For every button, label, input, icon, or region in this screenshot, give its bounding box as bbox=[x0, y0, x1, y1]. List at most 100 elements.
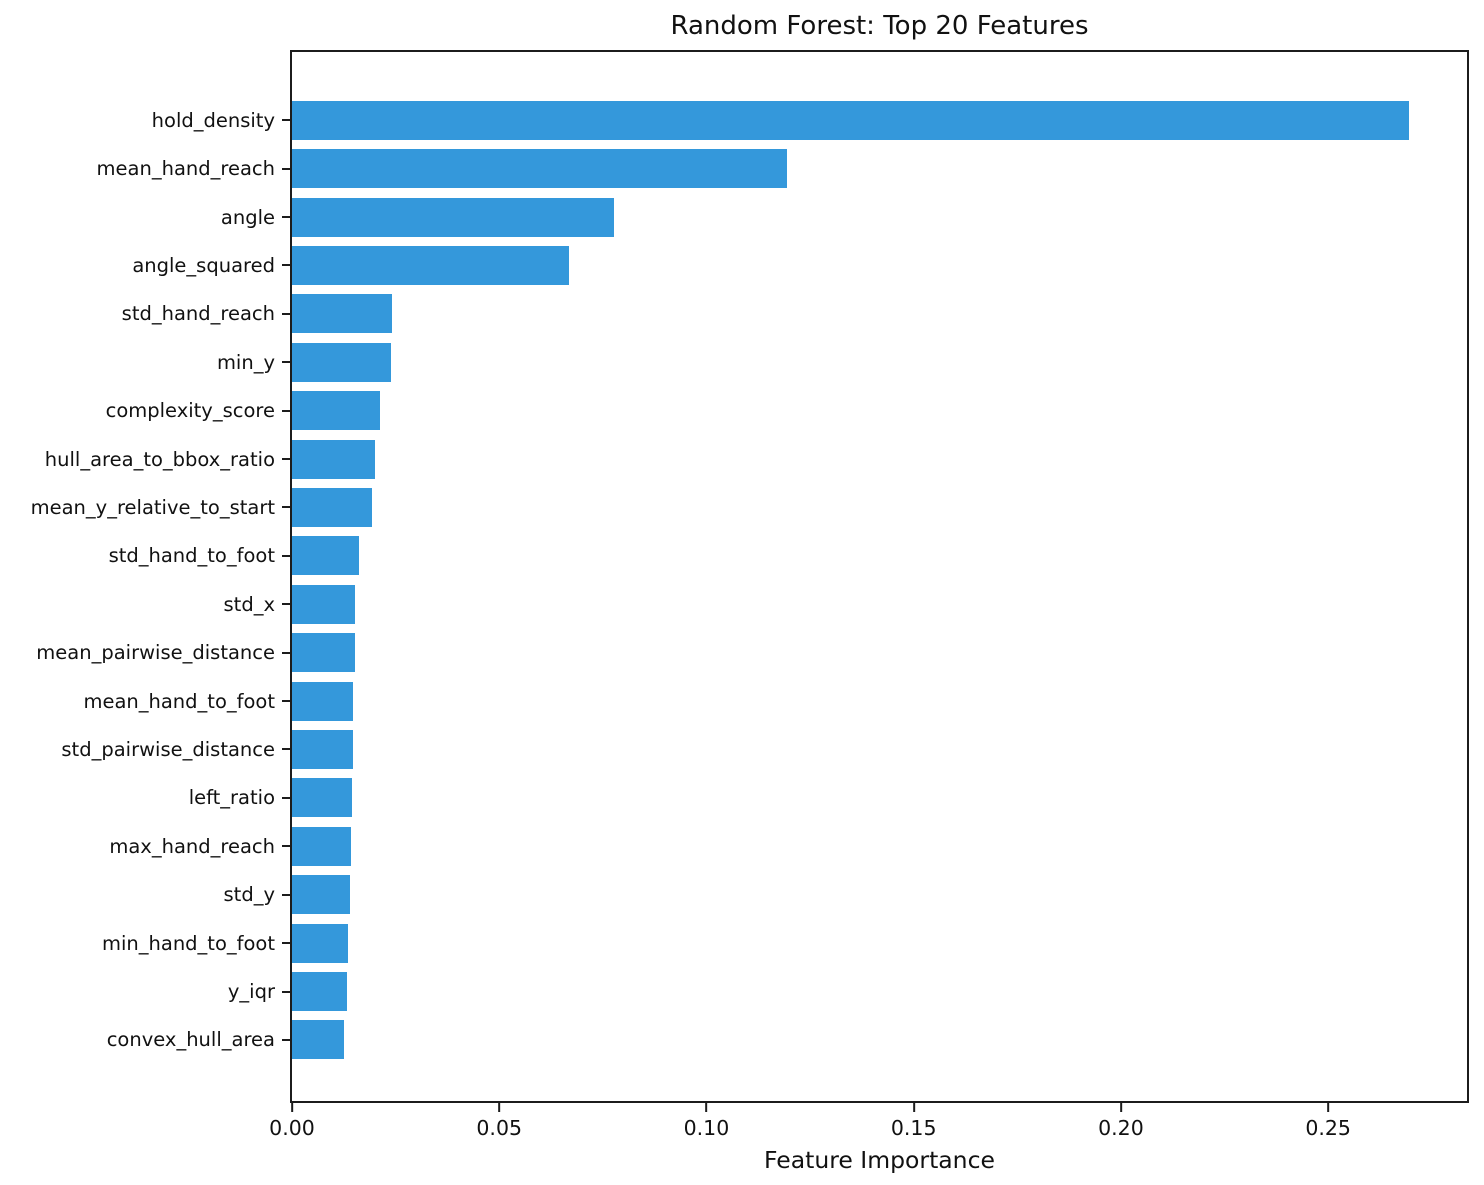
y-tick-label: std_y bbox=[223, 883, 275, 907]
y-tick-mark bbox=[282, 458, 290, 461]
y-tick-row: hold_density bbox=[0, 96, 290, 144]
bar-row bbox=[292, 725, 1467, 773]
bar-min_y bbox=[292, 342, 392, 382]
bar-row bbox=[292, 435, 1467, 483]
y-tick-row: min_y bbox=[0, 338, 290, 386]
bar-y_iqr bbox=[292, 972, 348, 1012]
bar-row bbox=[292, 290, 1467, 338]
y-tick-mark bbox=[282, 651, 290, 654]
x-tick: 0.10 bbox=[683, 1103, 730, 1140]
x-tick-mark bbox=[1327, 1103, 1330, 1112]
y-tick-row: std_y bbox=[0, 871, 290, 919]
y-tick-label: min_y bbox=[216, 350, 275, 374]
y-tick-row: left_ratio bbox=[0, 774, 290, 822]
y-tick-row: mean_pairwise_distance bbox=[0, 628, 290, 676]
y-tick-row: min_hand_to_foot bbox=[0, 919, 290, 967]
y-tick-label: mean_y_relative_to_start bbox=[30, 495, 275, 519]
y-tick-mark bbox=[282, 119, 290, 122]
y-tick-row: angle bbox=[0, 193, 290, 241]
plot-area bbox=[290, 50, 1469, 1103]
y-tick-label: left_ratio bbox=[188, 786, 275, 810]
x-tick-mark bbox=[498, 1103, 501, 1112]
x-tick: 0.20 bbox=[1098, 1103, 1144, 1140]
y-tick-label: std_x bbox=[223, 592, 275, 616]
y-tick-row: std_pairwise_distance bbox=[0, 725, 290, 773]
y-tick-mark bbox=[282, 312, 290, 315]
bar-row bbox=[292, 96, 1467, 144]
bar-row bbox=[292, 1016, 1467, 1064]
y-tick-label: convex_hull_area bbox=[106, 1028, 275, 1052]
y-tick-label: complexity_score bbox=[105, 399, 275, 423]
y-tick-mark bbox=[282, 700, 290, 703]
bar-mean_hand_to_foot bbox=[292, 681, 353, 721]
bar-complexity_score bbox=[292, 391, 380, 431]
bar-std_hand_to_foot bbox=[292, 536, 360, 576]
bar-row bbox=[292, 919, 1467, 967]
y-tick-row: std_hand_reach bbox=[0, 290, 290, 338]
y-tick-mark bbox=[282, 603, 290, 606]
y-tick-label: mean_hand_reach bbox=[96, 157, 275, 181]
bar-row bbox=[292, 338, 1467, 386]
bar-row bbox=[292, 871, 1467, 919]
bar-row bbox=[292, 580, 1467, 628]
x-axis-label: Feature Importance bbox=[764, 1146, 995, 1174]
y-tick-label: mean_hand_to_foot bbox=[83, 689, 275, 713]
y-tick-row: complexity_score bbox=[0, 386, 290, 434]
bar-row bbox=[292, 483, 1467, 531]
x-tick: 0.05 bbox=[476, 1103, 522, 1140]
bar-std_hand_reach bbox=[292, 294, 393, 334]
bar-std_x bbox=[292, 584, 356, 624]
y-tick-label: max_hand_reach bbox=[109, 834, 275, 858]
y-tick-mark bbox=[282, 264, 290, 267]
chart-title: Random Forest: Top 20 Features bbox=[670, 11, 1089, 41]
bar-row bbox=[292, 241, 1467, 289]
y-tick-label: y_iqr bbox=[227, 980, 275, 1004]
bar-row bbox=[292, 386, 1467, 434]
bar-angle_squared bbox=[292, 245, 570, 285]
y-tick-label: angle bbox=[220, 205, 275, 229]
x-tick-mark bbox=[291, 1103, 293, 1112]
bar-mean_pairwise_distance bbox=[292, 633, 355, 673]
x-tick-label: 0.00 bbox=[269, 1116, 315, 1140]
y-tick-mark bbox=[282, 167, 290, 170]
y-tick-row: max_hand_reach bbox=[0, 822, 290, 870]
x-tick-label: 0.20 bbox=[1098, 1116, 1144, 1140]
y-tick-mark bbox=[282, 942, 290, 945]
y-tick-label: min_hand_to_foot bbox=[101, 931, 275, 955]
x-tick-mark bbox=[1119, 1103, 1122, 1112]
bar-std_y bbox=[292, 875, 351, 915]
x-tick-label: 0.10 bbox=[683, 1116, 730, 1140]
bar-hull_area_to_bbox_ratio bbox=[292, 439, 376, 479]
y-tick-label: hull_area_to_bbox_ratio bbox=[44, 447, 275, 471]
y-tick-mark bbox=[282, 1038, 290, 1041]
bar-row bbox=[292, 677, 1467, 725]
y-tick-mark bbox=[282, 216, 290, 219]
y-tick-row: angle_squared bbox=[0, 241, 290, 289]
y-tick-mark bbox=[282, 796, 290, 799]
x-tick-label: 0.05 bbox=[476, 1116, 523, 1140]
x-tick-label: 0.25 bbox=[1305, 1116, 1351, 1140]
bar-row bbox=[292, 774, 1467, 822]
x-tick: 0.15 bbox=[891, 1103, 937, 1140]
x-tick: 0.25 bbox=[1305, 1103, 1351, 1140]
bar-left_ratio bbox=[292, 778, 352, 818]
bar-min_hand_to_foot bbox=[292, 923, 348, 963]
y-tick-mark bbox=[282, 845, 290, 848]
bar-mean_hand_reach bbox=[292, 149, 788, 189]
y-tick-label: std_hand_reach bbox=[121, 302, 275, 326]
bar-mean_y_relative_to_start bbox=[292, 487, 372, 527]
y-tick-row: mean_hand_reach bbox=[0, 144, 290, 192]
y-tick-mark bbox=[282, 990, 290, 993]
bar-row bbox=[292, 144, 1467, 192]
y-tick-row: mean_hand_to_foot bbox=[0, 677, 290, 725]
y-tick-mark bbox=[282, 409, 290, 412]
y-tick-row: y_iqr bbox=[0, 967, 290, 1015]
x-tick-label: 0.15 bbox=[890, 1116, 937, 1140]
bar-row bbox=[292, 967, 1467, 1015]
bar-row bbox=[292, 532, 1467, 580]
x-axis-ticks: 0.00 0.05 0.10 0.15 0.20 0.25 bbox=[269, 1103, 1467, 1148]
bar-convex_hull_area bbox=[292, 1020, 345, 1060]
y-tick-label: std_hand_to_foot bbox=[108, 544, 275, 568]
